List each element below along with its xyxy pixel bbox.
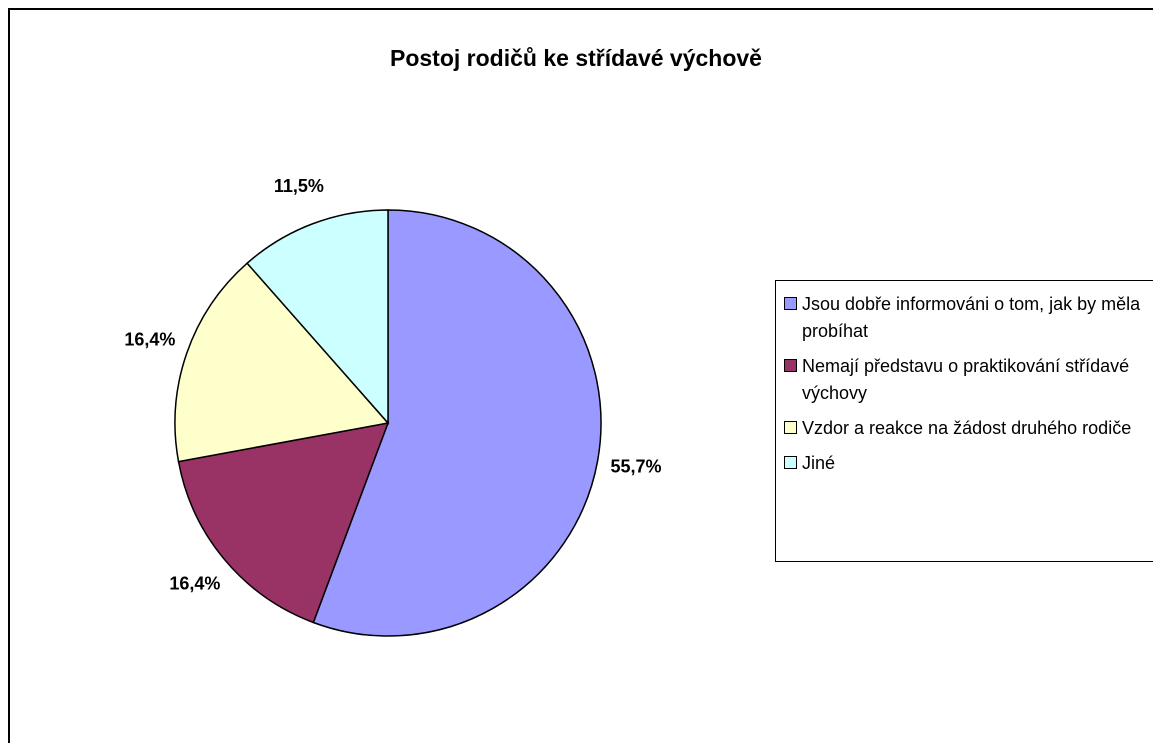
legend-label: Nemají představu o praktikování střídavé… <box>802 356 1130 403</box>
pie-slice <box>312 209 602 637</box>
data-label: 16,4% <box>124 329 175 349</box>
data-label: 11,5% <box>274 176 324 196</box>
legend-swatch <box>784 297 797 310</box>
data-label: 55,7% <box>610 457 661 477</box>
legend-swatch <box>784 359 797 372</box>
data-label: 16,4% <box>169 574 220 594</box>
legend-swatch <box>784 456 797 469</box>
legend-label: Jsou dobře informováni o tom, jak by měl… <box>802 294 1141 341</box>
legend-item: Jiné <box>784 450 1153 477</box>
legend: Jsou dobře informováni o tom, jak by měl… <box>775 280 1153 562</box>
legend-item: Jsou dobře informováni o tom, jak by měl… <box>784 291 1153 345</box>
pie-slice <box>246 209 389 425</box>
legend-item: Vzdor a reakce na žádost druhého rodiče <box>784 415 1153 442</box>
legend-label: Vzdor a reakce na žádost druhého rodiče <box>802 418 1132 438</box>
legend-swatch <box>784 421 797 434</box>
legend-item: Nemají představu o praktikování střídavé… <box>784 353 1153 407</box>
chart-title: Postoj rodičů ke střídavé výchově <box>390 45 762 71</box>
pie-slice <box>177 422 390 624</box>
legend-label: Jiné <box>802 453 836 473</box>
pie-slice <box>174 262 390 463</box>
